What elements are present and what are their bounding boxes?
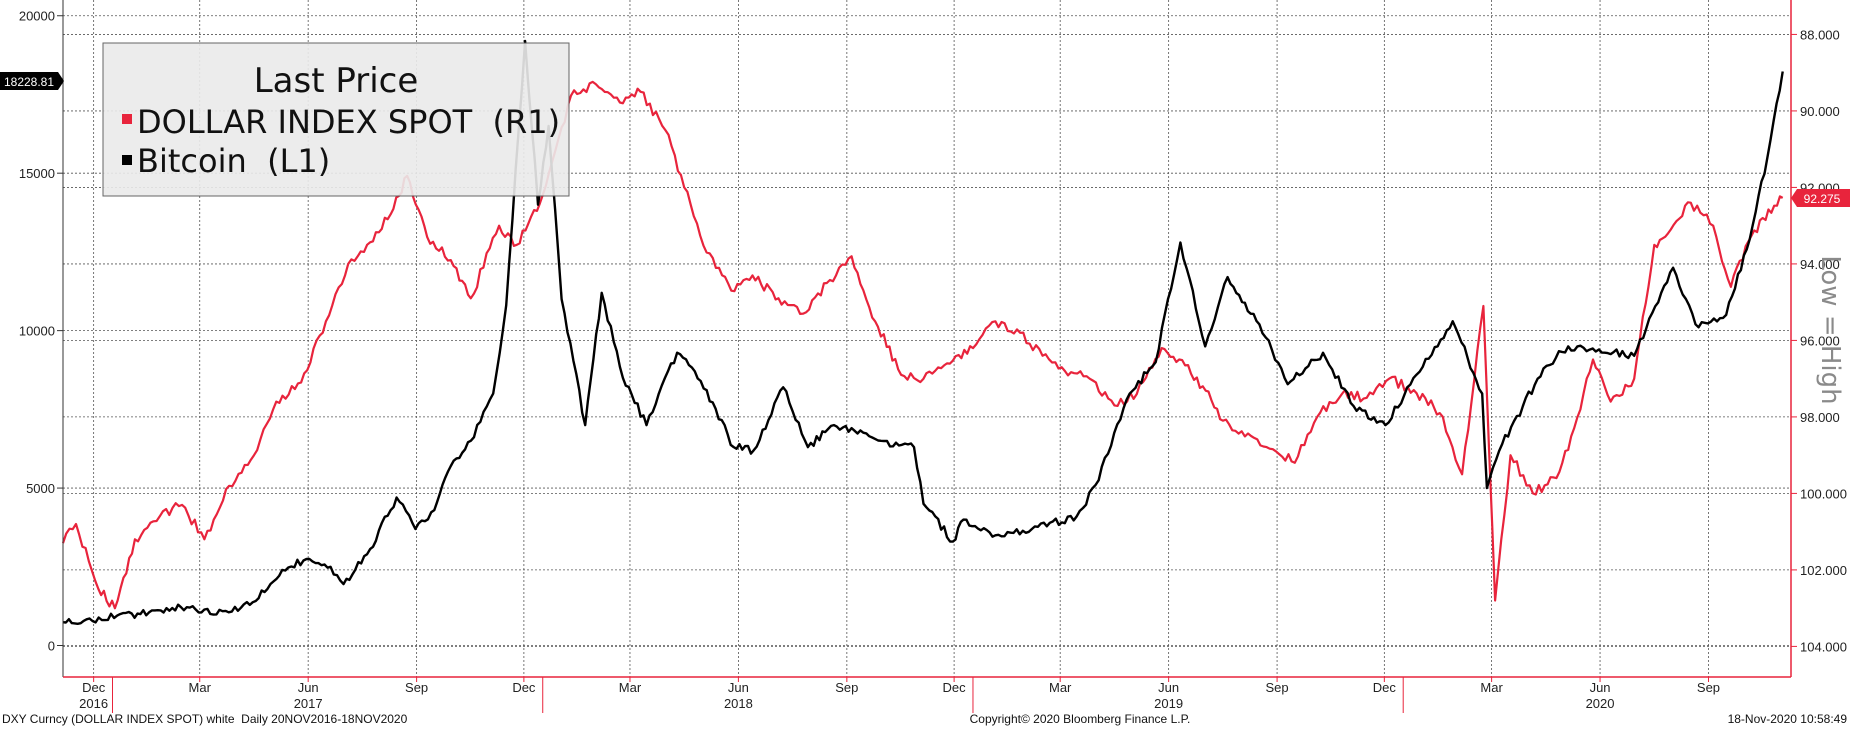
right-tick-label: 100.000 (1800, 486, 1847, 501)
footer-timestamp: 18-Nov-2020 10:58:49 (1728, 712, 1848, 726)
series-line-bitcoin (62, 39, 1784, 625)
legend-entry-dollar-index: DOLLAR INDEX SPOT (R1) (137, 103, 560, 141)
x-month-label: Jun (1590, 680, 1611, 695)
legend-title: Last Price (254, 61, 419, 101)
x-month-label: Mar (1049, 680, 1072, 695)
x-month-label: Jun (298, 680, 319, 695)
x-month-label: Dec (1373, 680, 1397, 695)
right-tick-label: 102.000 (1800, 563, 1847, 578)
x-axis: Dec Mar Jun Sep Dec Mar Jun Sep Dec Mar Jun Sep Dec M… (79, 677, 1720, 713)
footer-copyright: Copyright© 2020 Bloomberg Finance L.P. (970, 712, 1191, 726)
right-tick-label: 98.000 (1800, 410, 1840, 425)
x-year-label: 2020 (1586, 696, 1615, 711)
legend-swatch-dollar-index (122, 114, 132, 124)
left-tick-label: 15000 (19, 166, 55, 181)
right-tick-label: 90.000 (1800, 104, 1840, 119)
footer-left: DXY Curncy (DOLLAR INDEX SPOT) white Dai… (2, 712, 408, 726)
x-month-label: Mar (1480, 680, 1503, 695)
x-month-label: Mar (619, 680, 642, 695)
series-lines (61, 39, 1784, 625)
left-tick-label: 10000 (19, 324, 55, 339)
x-year-label: 2019 (1154, 696, 1183, 711)
legend-entry-bitcoin: Bitcoin (L1) (137, 142, 330, 180)
x-year-label: 2016 (79, 696, 108, 711)
x-month-label: Dec (512, 680, 536, 695)
legend-swatch-bitcoin (122, 155, 132, 165)
right-tick-label: 96.000 (1800, 333, 1840, 348)
left-last-value-tag: 18228.81 (0, 72, 64, 90)
left-axis: 0 5000 10000 15000 20000 (19, 9, 63, 654)
x-year-label: 2018 (724, 696, 753, 711)
x-month-label: Sep (1697, 680, 1720, 695)
x-month-label: Jun (728, 680, 749, 695)
x-year-label: 2017 (294, 696, 323, 711)
right-last-value-tag: 92.275 (1791, 189, 1850, 207)
x-month-label: Mar (189, 680, 212, 695)
right-tick-label: 94.000 (1800, 257, 1840, 272)
x-month-label: Sep (1266, 680, 1289, 695)
right-tick-label: 104.000 (1800, 639, 1847, 654)
right-axis-side-label: Low = High (1815, 255, 1845, 404)
x-month-label: Dec (82, 680, 106, 695)
right-tick-label: 88.000 (1800, 27, 1840, 42)
x-month-label: Dec (943, 680, 967, 695)
left-last-value: 18228.81 (4, 75, 54, 89)
x-month-label: Sep (405, 680, 428, 695)
x-month-label: Jun (1158, 680, 1179, 695)
right-last-value: 92.275 (1804, 192, 1841, 206)
x-month-label: Sep (835, 680, 858, 695)
left-tick-label: 0 (48, 639, 55, 654)
left-tick-label: 20000 (19, 9, 55, 24)
left-tick-label: 5000 (26, 481, 55, 496)
grid-lines (63, 0, 1791, 677)
legend: Last Price DOLLAR INDEX SPOT (R1) Bitcoi… (102, 42, 570, 197)
